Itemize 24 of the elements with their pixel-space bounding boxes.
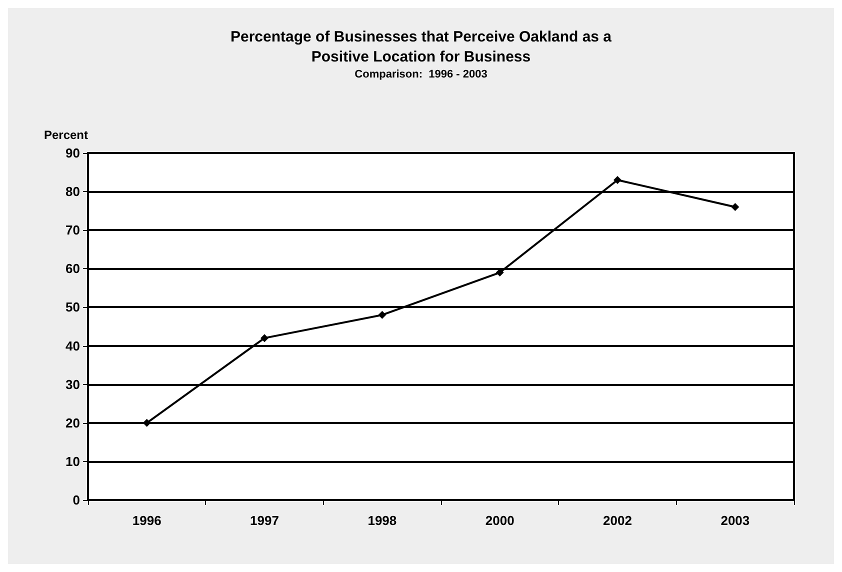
y-tick-label: 40: [66, 338, 80, 354]
point: [142, 418, 151, 427]
x-tick-label: 2000: [485, 513, 514, 528]
point: [378, 310, 386, 319]
y-tick-label: 90: [66, 146, 80, 160]
x-tick-label: 1998: [368, 513, 397, 528]
chart-title: Percentage of Businesses that Perceive Oakland as a Positive Location for Business: [230, 28, 612, 66]
chart-subtitle: Comparison: 1996 - 2003: [354, 68, 488, 80]
y-tick-label: 0: [72, 492, 80, 508]
y-tick-label: 50: [66, 300, 80, 315]
y-tick-label: 60: [66, 261, 80, 276]
point: [260, 334, 268, 342]
y-tick-label: 30: [66, 376, 80, 392]
y-tick-label: 70: [66, 222, 80, 238]
y-tick-label: 10: [66, 454, 80, 469]
x-tick-label: 2003: [720, 513, 750, 528]
y-axis-title: Percent: [44, 128, 88, 142]
y-tick-label: 80: [66, 184, 80, 200]
x-tick-label: 2002: [603, 513, 632, 528]
point: [731, 202, 740, 211]
x-tick-label: 1996: [132, 513, 162, 528]
point: [614, 176, 622, 184]
y-tick-label: 20: [66, 415, 80, 430]
x-tick-label: 1997: [250, 513, 279, 528]
